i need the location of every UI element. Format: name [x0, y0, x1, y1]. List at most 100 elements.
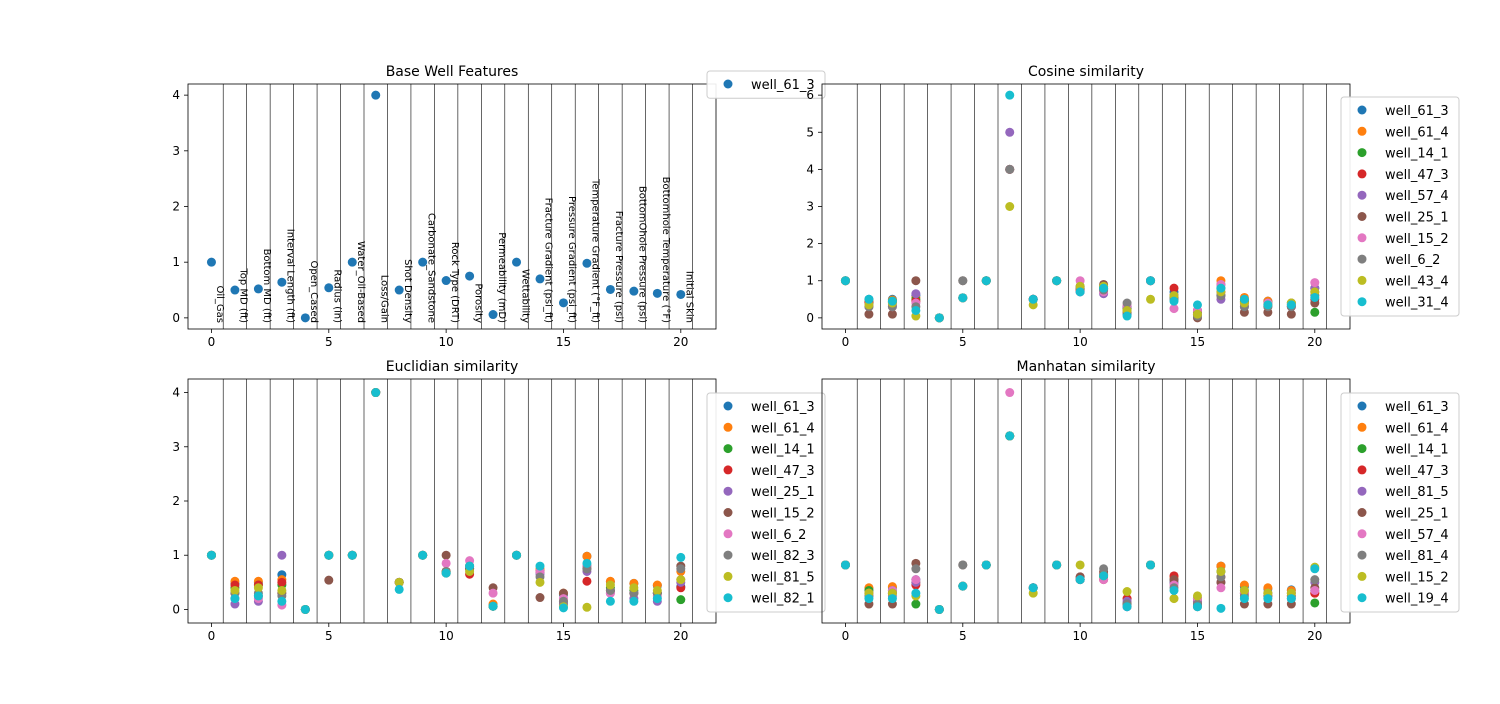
data-point	[1169, 585, 1179, 595]
data-point	[1310, 278, 1320, 288]
data-point	[1052, 276, 1062, 286]
data-point	[934, 313, 944, 323]
data-point	[371, 90, 381, 100]
legend-label: well_15_2	[1385, 570, 1449, 585]
data-point	[1099, 571, 1109, 581]
data-point	[887, 594, 897, 604]
data-point	[253, 284, 263, 294]
data-point	[418, 257, 428, 267]
chart-manhatan-similarity: 0 5 10 15 20 Manhatan similarity well_61_3well…	[821, 359, 1460, 643]
legend-label: well_81_5	[751, 570, 815, 585]
legend-marker	[1357, 593, 1367, 603]
data-point	[911, 588, 921, 598]
data-point	[1192, 300, 1202, 310]
legend-label: well_43_4	[1385, 274, 1449, 289]
data-point	[535, 561, 545, 571]
y-tick-label: 3	[806, 200, 814, 214]
legend-label: well_25_1	[751, 485, 815, 500]
axes-frame	[821, 83, 1351, 330]
legend-marker	[723, 508, 733, 517]
data-point	[1005, 164, 1015, 174]
x-tick-label: 5	[325, 335, 333, 349]
data-point	[676, 595, 686, 605]
y-tick-label: 4	[806, 162, 814, 176]
legend-marker	[1357, 422, 1367, 432]
feature-label: Shot Density	[402, 259, 413, 323]
y-tick-label: 4	[172, 386, 180, 400]
data-point	[840, 276, 850, 286]
y-tick-label: 6	[806, 88, 814, 102]
legend-box	[706, 70, 826, 99]
chart-cosine-similarity: 0 5 10 15 20 0 1 2 3 4 5 6 Cosine similarity well_61_…	[806, 64, 1460, 349]
legend-marker	[1357, 254, 1367, 264]
legend-marker	[1357, 190, 1367, 200]
data-point	[512, 550, 522, 560]
legend-marker	[1357, 529, 1367, 539]
data-point	[1286, 309, 1296, 319]
data-point	[441, 276, 451, 286]
data-point	[347, 257, 357, 267]
data-point	[582, 558, 592, 568]
data-point	[864, 294, 874, 304]
data-point	[864, 309, 874, 319]
feature-label: Permeability (mD)	[496, 232, 507, 323]
data-point	[887, 309, 897, 319]
y-tick-label: 4	[172, 88, 180, 102]
legend-label: well_61_3	[1385, 104, 1449, 119]
data-point	[230, 594, 240, 604]
legend-label: well_61_3	[751, 400, 815, 415]
feature-label: Porosity	[472, 283, 483, 323]
legend-label: well_6_2	[751, 528, 806, 543]
legend-label: well_14_1	[751, 443, 815, 458]
data-point	[230, 585, 240, 595]
data-point	[441, 568, 451, 578]
data-point	[206, 257, 216, 267]
legend-label: well_82_3	[751, 549, 815, 564]
legend-label: well_19_4	[1385, 592, 1449, 607]
chart-title: Cosine similarity	[1028, 64, 1144, 80]
legend-marker	[1357, 444, 1367, 454]
legend-label: well_15_2	[751, 507, 815, 522]
data-point	[605, 284, 615, 294]
data-point	[1310, 292, 1320, 302]
y-tick-label: 0	[172, 311, 180, 325]
feature-label: Bottom MD (ft)	[261, 249, 272, 324]
x-tick-label: 20	[1307, 629, 1322, 643]
legend-marker	[1357, 233, 1367, 243]
feature-label: Initial Skin	[684, 271, 695, 323]
x-tick-label: 15	[1190, 335, 1205, 349]
x-tick-label: 15	[556, 629, 571, 643]
y-tick-label: 3	[172, 440, 180, 454]
data-point	[958, 293, 968, 303]
data-point	[676, 564, 686, 574]
legend-label: well_81_4	[1385, 549, 1449, 564]
legend-marker	[1357, 297, 1367, 307]
legend-marker	[1357, 571, 1367, 581]
data-point	[1169, 296, 1179, 306]
data-point	[652, 585, 662, 595]
data-point	[1310, 598, 1320, 608]
legend-marker	[723, 550, 733, 560]
data-point	[1005, 90, 1015, 100]
legend-marker	[1357, 486, 1367, 496]
data-point	[1169, 283, 1179, 293]
legend-marker	[1357, 401, 1367, 411]
data-point	[418, 550, 428, 560]
data-point	[629, 286, 639, 296]
legend-label: well_57_4	[1385, 189, 1449, 204]
data-point	[253, 583, 263, 593]
data-point	[1028, 294, 1038, 304]
legend-marker	[1357, 508, 1367, 517]
x-tick-label: 15	[1190, 629, 1205, 643]
data-point	[981, 276, 991, 286]
legend-marker	[723, 486, 733, 496]
data-point	[629, 596, 639, 606]
data-point	[535, 577, 545, 587]
data-point	[934, 604, 944, 614]
legend-label: well_61_3	[751, 78, 815, 93]
x-tick-label: 20	[1307, 335, 1322, 349]
data-point	[676, 289, 686, 299]
feature-label: Oil_Gas	[214, 285, 225, 323]
data-point	[206, 550, 216, 560]
x-tick-label: 20	[673, 629, 688, 643]
